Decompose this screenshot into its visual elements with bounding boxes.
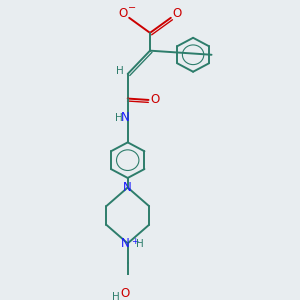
Text: O: O: [120, 287, 129, 300]
Text: H: H: [136, 239, 144, 250]
Text: H: H: [112, 292, 120, 300]
Text: O: O: [150, 93, 160, 106]
Text: N: N: [123, 181, 132, 194]
Text: O: O: [118, 7, 127, 20]
Text: N: N: [121, 237, 130, 250]
Text: −: −: [128, 3, 136, 13]
Text: N: N: [121, 111, 130, 124]
Text: +: +: [131, 237, 139, 246]
Text: O: O: [173, 7, 182, 20]
Text: H: H: [115, 113, 123, 123]
Text: H: H: [116, 66, 123, 76]
